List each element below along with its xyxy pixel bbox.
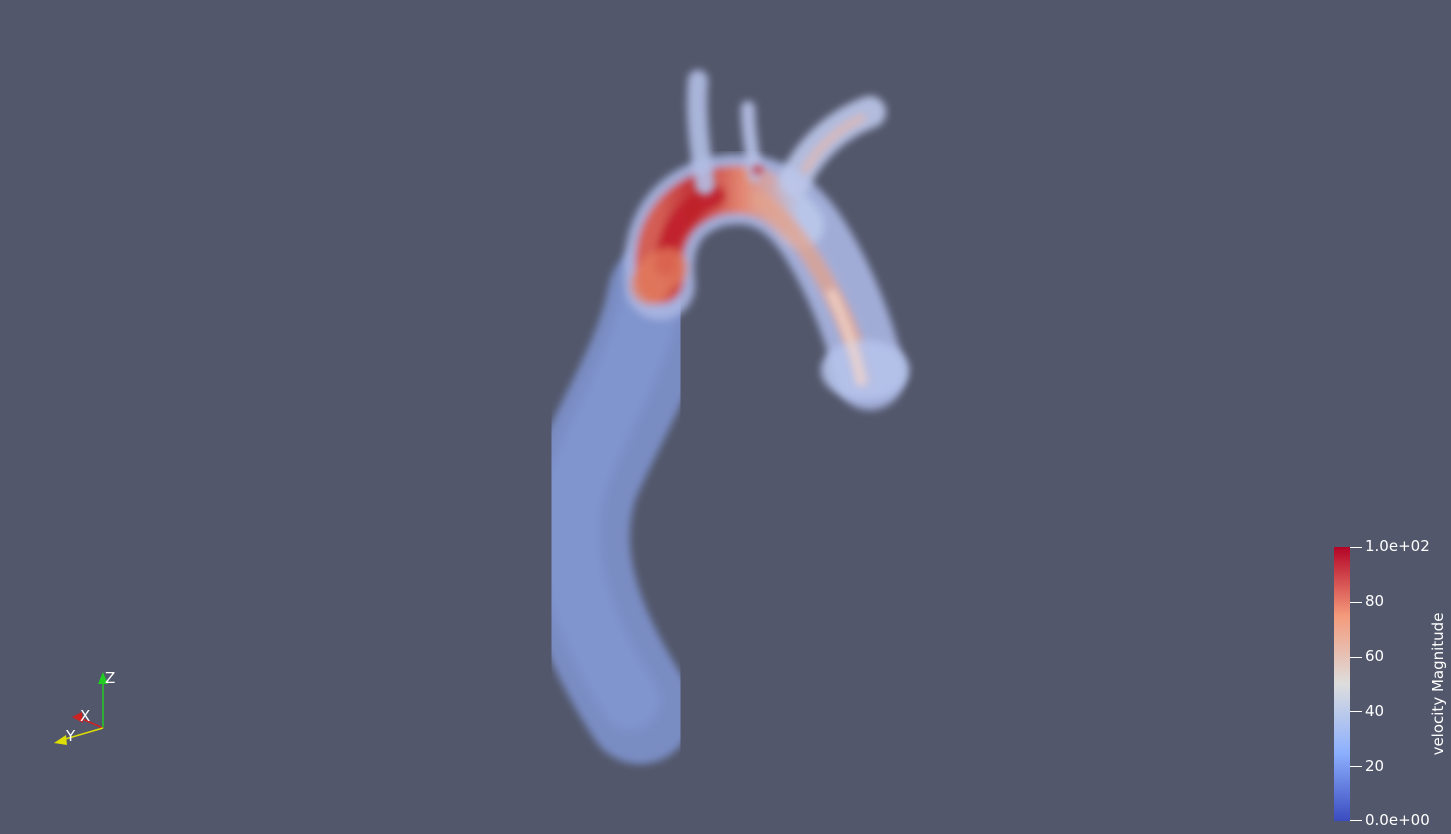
y-axis-label: Y — [65, 727, 76, 745]
colorbar-title: velocity Magnitude — [1429, 612, 1447, 756]
y-axis-arrow — [54, 735, 67, 745]
x-axis-arrow — [72, 712, 83, 723]
ascending-aorta — [821, 287, 909, 400]
aortic-arch — [624, 154, 905, 410]
descending-aorta — [521, 241, 716, 764]
colorbar-tick-label-20: 20 — [1365, 757, 1385, 775]
colorbar-tick-label-80: 80 — [1365, 592, 1385, 610]
colorbar-tick-label-60: 60 — [1365, 647, 1385, 665]
colorbar-tick-80 — [1350, 602, 1362, 603]
colorbar-tick-label-min: 0.0e+00 — [1365, 811, 1430, 829]
z-axis-label: Z — [105, 669, 115, 687]
x-axis-label: X — [80, 707, 90, 725]
colorbar-tick-100 — [1350, 547, 1362, 548]
z-axis-arrow — [98, 672, 108, 684]
colorbar-tick-40 — [1350, 711, 1362, 712]
colorbar-tick-label-max: 1.0e+02 — [1365, 537, 1430, 555]
x-axis-line — [79, 717, 104, 729]
colorbar-tick-60 — [1350, 657, 1362, 658]
colorbar-tick-label-40: 40 — [1365, 702, 1385, 720]
y-axis-line — [61, 727, 104, 741]
colorbar-tick-20 — [1350, 766, 1362, 767]
colorbar — [1334, 547, 1350, 821]
branch-vessels — [687, 70, 886, 196]
colorbar-tick-0 — [1350, 820, 1362, 821]
orientation-axes: Z X Y — [54, 669, 115, 745]
